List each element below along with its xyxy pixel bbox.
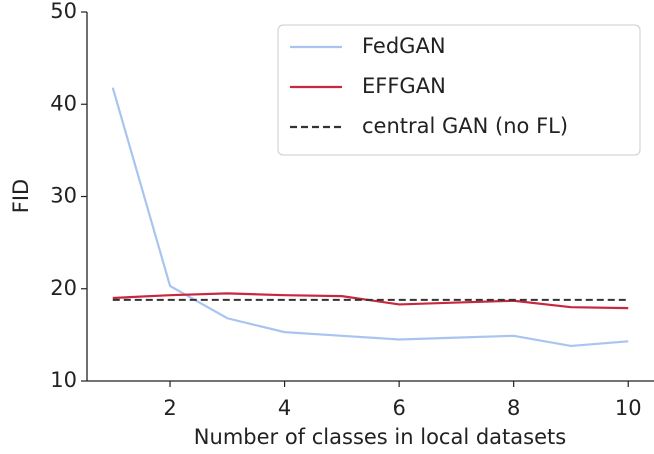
y-tick-label: 50 <box>50 0 77 23</box>
y-axis-label: FID <box>9 179 33 213</box>
y-tick-label: 20 <box>50 276 77 300</box>
x-axis-label: Number of classes in local datasets <box>194 425 566 449</box>
x-tick-label: 6 <box>392 396 405 420</box>
x-tick-label: 4 <box>278 396 291 420</box>
series-line <box>111 87 629 348</box>
x-tick-label: 8 <box>507 396 520 420</box>
legend-label: central GAN (no FL) <box>362 114 568 138</box>
legend-box <box>277 24 641 156</box>
legend-label: FedGAN <box>362 34 446 58</box>
y-tick-label: 30 <box>50 184 77 208</box>
legend-label: EFFGAN <box>362 74 446 98</box>
x-tick-label: 10 <box>615 396 642 420</box>
y-tick-label: 40 <box>50 91 77 115</box>
x-tick-label: 2 <box>163 396 176 420</box>
y-tick-label: 10 <box>50 368 77 392</box>
